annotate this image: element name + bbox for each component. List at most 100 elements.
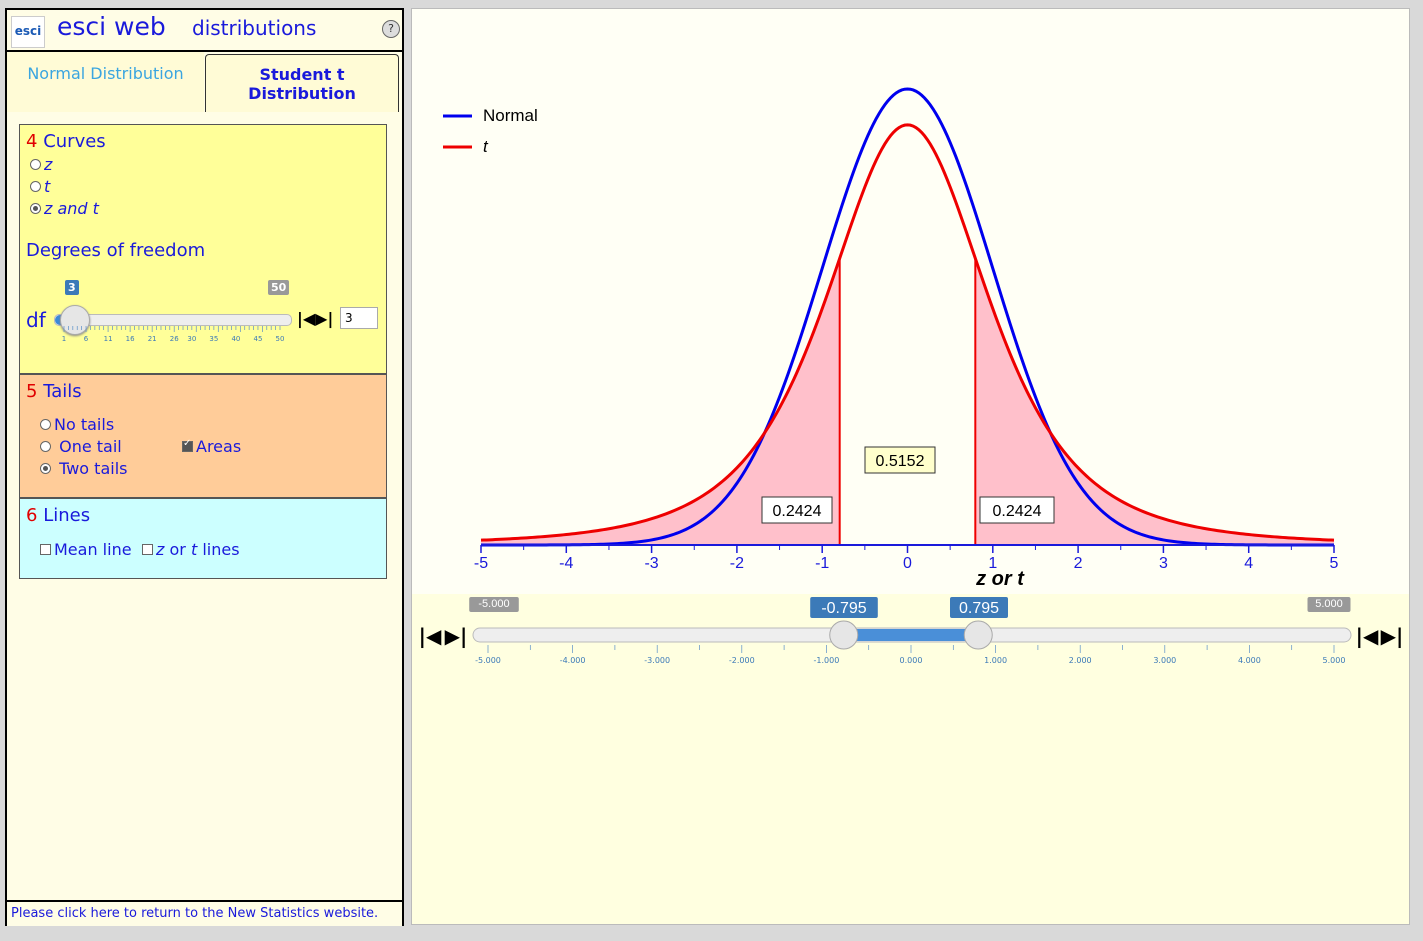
z-slider-tick-label: 1.000: [984, 656, 1007, 665]
help-icon[interactable]: ?: [382, 20, 400, 38]
x-tick-label: -5: [474, 555, 488, 572]
z-last-right-icon[interactable]: ▶|: [1381, 624, 1404, 648]
curves-heading: 4 Curves: [26, 131, 106, 152]
z-slider-tick-label: -2.000: [729, 656, 755, 665]
right-area-label: 0.2424: [993, 503, 1042, 520]
df-tick-label: 26: [170, 335, 179, 342]
radio-z[interactable]: z: [30, 155, 52, 174]
z-max-badge-bg: [1307, 597, 1351, 612]
z-first-icon[interactable]: |◀: [419, 624, 442, 648]
z-slider-tick-label: 2.000: [1069, 656, 1092, 665]
df-tick-label: 6: [84, 335, 89, 342]
left-tail-area: [481, 258, 840, 545]
legend-label-normal: Normal: [483, 106, 538, 125]
df-input[interactable]: 3: [340, 307, 378, 329]
radio-no-tails[interactable]: No tails: [40, 415, 114, 434]
df-tick-label: 16: [126, 335, 135, 342]
z-slider-low-handle[interactable]: [829, 620, 859, 650]
control-panel: esci esci web distributions ? Normal Dis…: [5, 8, 404, 926]
app-title: esci web: [57, 12, 166, 41]
z-slider-tick-label: 3.000: [1153, 656, 1176, 665]
curves-section: 4 Curves z t z and t Degrees of freedom …: [19, 124, 387, 374]
tails-section: 5 Tails No tails One tail Two tails Area…: [19, 374, 387, 498]
df-first-icon[interactable]: |◀: [297, 309, 316, 328]
tails-heading: 5 Tails: [26, 381, 82, 402]
df-tick-label: 40: [231, 335, 240, 342]
df-nav-arrows[interactable]: |◀▶|: [297, 309, 333, 328]
radio-two-tails[interactable]: Two tails: [40, 459, 127, 478]
lines-heading: 6 Lines: [26, 505, 90, 526]
x-tick-label: -4: [559, 555, 573, 572]
x-tick-label: 0: [903, 555, 912, 572]
z-slider-tick-label: 4.000: [1238, 656, 1261, 665]
df-slider-handle[interactable]: [60, 305, 90, 335]
x-tick-label: 4: [1244, 555, 1253, 572]
lines-title: Lines: [43, 505, 91, 526]
z-slider-tick-label: 5.000: [1323, 656, 1346, 665]
z-slider-range-fill: [843, 629, 979, 641]
app-subtitle: distributions: [192, 16, 317, 40]
footer: Please click here to return to the New S…: [7, 900, 402, 926]
legend-label-t: t: [483, 137, 489, 156]
radio-circle[interactable]: [30, 159, 41, 170]
z-min-badge-bg: [469, 597, 519, 612]
esci-logo: esci: [11, 16, 45, 48]
z-min-badge: -5.000: [478, 598, 509, 610]
middle-area-label: 0.5152: [876, 453, 925, 470]
radio-circle[interactable]: [40, 419, 51, 430]
df-tick-label: 30: [187, 335, 196, 342]
areas-checkbox[interactable]: Areas: [182, 437, 241, 456]
x-axis-label: z or t: [975, 568, 1025, 590]
radio-t[interactable]: t: [30, 177, 50, 196]
z-slider-area: [412, 594, 1409, 924]
checkbox-box[interactable]: [182, 438, 193, 452]
x-tick-label: 1: [988, 555, 997, 572]
app-header: esci esci web distributions ?: [7, 10, 402, 52]
z-slider-tick-label: 0.000: [900, 656, 923, 665]
z-max-badge: 5.000: [1315, 598, 1343, 610]
df-tick-label: 50: [276, 335, 285, 342]
lines-section: 6 Lines Mean line z or t lines: [19, 498, 387, 579]
z-low-badge: -0.795: [821, 600, 866, 617]
lines-number: 6: [26, 505, 38, 526]
mean-line-checkbox[interactable]: Mean line: [40, 540, 132, 559]
right-tail-area: [975, 258, 1334, 545]
x-tick-label: 5: [1330, 555, 1339, 572]
z-high-badge: 0.795: [959, 600, 999, 617]
radio-one-tail[interactable]: One tail: [40, 437, 122, 456]
z-slider-tick-label: -5.000: [475, 656, 501, 665]
t-curve: [480, 123, 1335, 542]
radio-circle[interactable]: [40, 441, 51, 452]
radio-circle[interactable]: [40, 463, 51, 474]
df-last-icon[interactable]: ▶|: [315, 309, 334, 328]
new-statistics-link[interactable]: Please click here to return to the New S…: [11, 906, 379, 921]
z-slider-tick-label: -1.000: [814, 656, 840, 665]
x-tick-label: -1: [815, 555, 829, 572]
df-tick-label: 11: [104, 335, 113, 342]
df-tick-label: 35: [209, 335, 218, 342]
x-tick-label: 2: [1074, 555, 1083, 572]
normal-curve: [481, 87, 1334, 547]
z-high-badge-bg: [950, 597, 1008, 618]
z-or-t-lines-checkbox[interactable]: z or t lines: [142, 540, 240, 559]
df-tick-label: 1: [62, 335, 66, 342]
radio-circle[interactable]: [30, 203, 41, 214]
checkbox-box[interactable]: [142, 544, 153, 555]
df-ticks: 1 6 11 16 21 26 30 35 40 45 50: [62, 326, 285, 342]
radio-circle[interactable]: [30, 181, 41, 192]
df-max-badge: 50: [268, 280, 290, 295]
x-tick-label: -3: [644, 555, 658, 572]
checkbox-box[interactable]: [40, 544, 51, 555]
tab-student-t-distribution[interactable]: Student t Distribution: [205, 54, 399, 112]
z-low-badge-bg: [810, 597, 878, 618]
left-area-label-box: [761, 496, 833, 524]
x-tick-label: -2: [730, 555, 744, 572]
tab-normal-distribution[interactable]: Normal Distribution: [7, 52, 204, 112]
tails-number: 5: [26, 381, 38, 402]
z-first-right-icon[interactable]: |◀: [1356, 624, 1379, 648]
middle-area-label-box: [864, 446, 936, 474]
z-last-icon[interactable]: ▶|: [445, 624, 468, 648]
radio-z-and-t[interactable]: z and t: [30, 199, 99, 218]
z-slider-high-handle[interactable]: [963, 620, 993, 650]
